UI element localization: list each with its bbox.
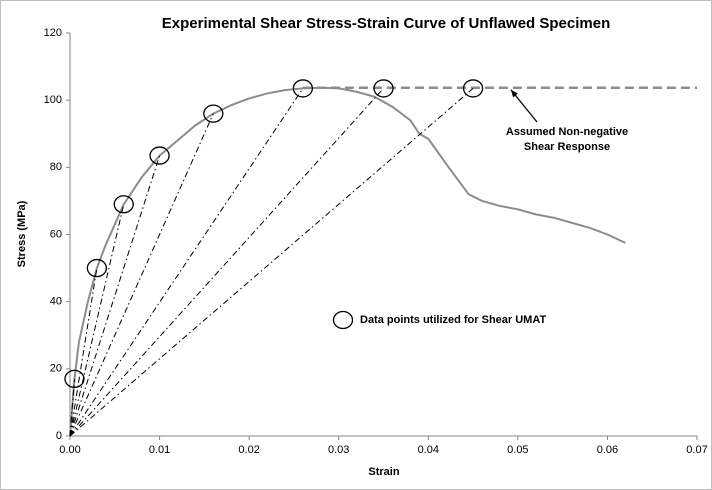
data-point	[462, 79, 484, 98]
secant-line	[69, 155, 161, 437]
y-tick-label: 100	[44, 94, 62, 106]
x-tick-label: 0.01	[149, 444, 170, 456]
x-tick-label: 0.04	[418, 444, 439, 456]
y-tick-label: 120	[44, 27, 62, 39]
secant-line	[69, 113, 214, 437]
data-point	[292, 79, 314, 98]
x-tick-label: 0.07	[686, 444, 707, 456]
x-tick-label: 0.03	[328, 444, 349, 456]
data-point	[149, 146, 170, 165]
secant-line	[69, 268, 98, 437]
x-axis-label: Strain	[368, 466, 399, 478]
secant-line	[69, 88, 474, 437]
y-tick-label: 80	[50, 161, 62, 173]
secant-line	[69, 88, 384, 437]
x-tick-label: 0.00	[59, 444, 80, 456]
y-tick-label: 0	[56, 430, 62, 442]
legend-marker	[332, 310, 354, 330]
x-tick-label: 0.06	[597, 444, 618, 456]
y-tick-label: 20	[50, 363, 62, 375]
y-tick-label: 60	[50, 228, 62, 240]
data-point	[203, 104, 224, 123]
x-tick-label: 0.02	[238, 444, 259, 456]
data-point	[86, 258, 108, 278]
legend-label: Data points utilized for Shear UMAT	[360, 314, 546, 326]
y-axis-label: Stress (MPa)	[16, 200, 28, 267]
secant-line	[69, 88, 304, 437]
chart-title: Experimental Shear Stress-Strain Curve o…	[162, 15, 610, 32]
arrow-head	[510, 89, 518, 98]
annotation: Assumed Non-negative	[506, 126, 628, 138]
data-point	[373, 79, 394, 98]
data-point	[64, 369, 85, 389]
secant-line	[69, 204, 125, 437]
y-tick-label: 40	[50, 296, 62, 308]
secant-line	[69, 378, 75, 437]
annotation: Shear Response	[524, 141, 610, 153]
data-point	[113, 195, 134, 214]
x-tick-label: 0.05	[507, 444, 528, 456]
